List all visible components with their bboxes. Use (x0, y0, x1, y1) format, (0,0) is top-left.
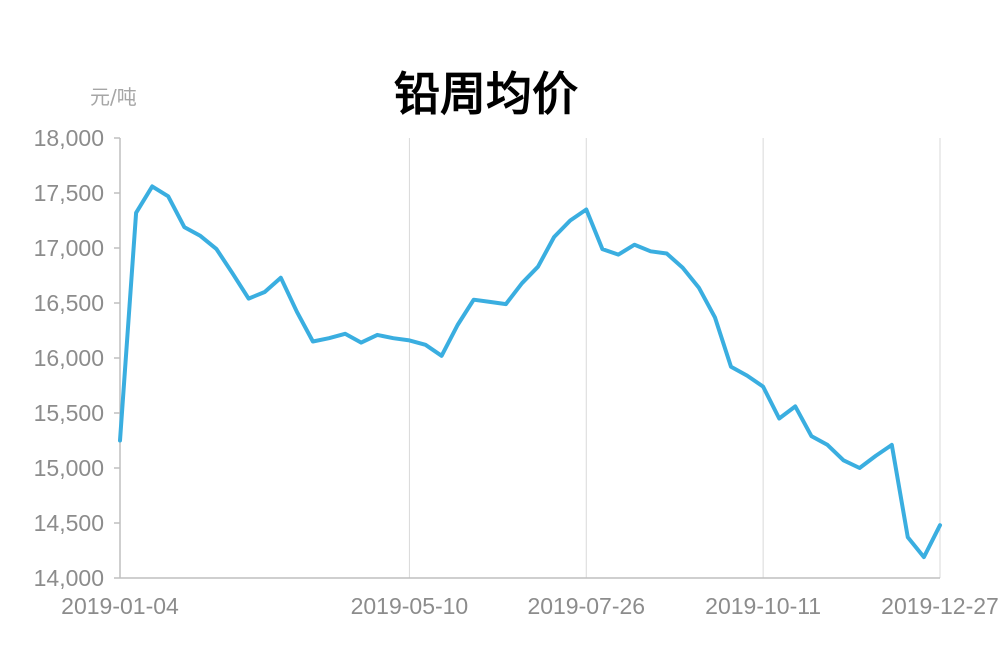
x-tick-label: 2019-12-27 (881, 593, 999, 619)
y-tick-label: 16,000 (34, 345, 104, 371)
x-tick-labels: 2019-01-04 2019-05-10 2019-07-26 2019-10-11… (61, 593, 999, 619)
y-tick-label: 14,500 (34, 510, 104, 536)
y-tick-label: 15,000 (34, 455, 104, 481)
y-tick-label: 17,500 (34, 180, 104, 206)
y-tick-label: 16,500 (34, 290, 104, 316)
y-tick-label: 14,000 (34, 565, 104, 591)
series-layer (118, 184, 942, 560)
series-line (118, 184, 942, 560)
grid-lines (408, 138, 941, 578)
x-tick-label: 2019-01-04 (61, 593, 179, 619)
x-tick-label: 2019-10-11 (705, 593, 821, 619)
y-unit-label: 元/吨 (90, 85, 137, 109)
y-tick-label: 17,000 (34, 235, 104, 261)
y-tick-label: 15,500 (34, 400, 104, 426)
y-tick-labels: 14,000 14,500 15,000 15,500 16,000 16,500 17,0… (34, 125, 104, 591)
y-tick-label: 18,000 (34, 125, 104, 151)
x-tick-label: 2019-05-10 (351, 593, 469, 619)
axes (114, 137, 940, 579)
x-tick-label: 2019-07-26 (527, 593, 645, 619)
chart-title: 铅周均价 (394, 67, 578, 121)
